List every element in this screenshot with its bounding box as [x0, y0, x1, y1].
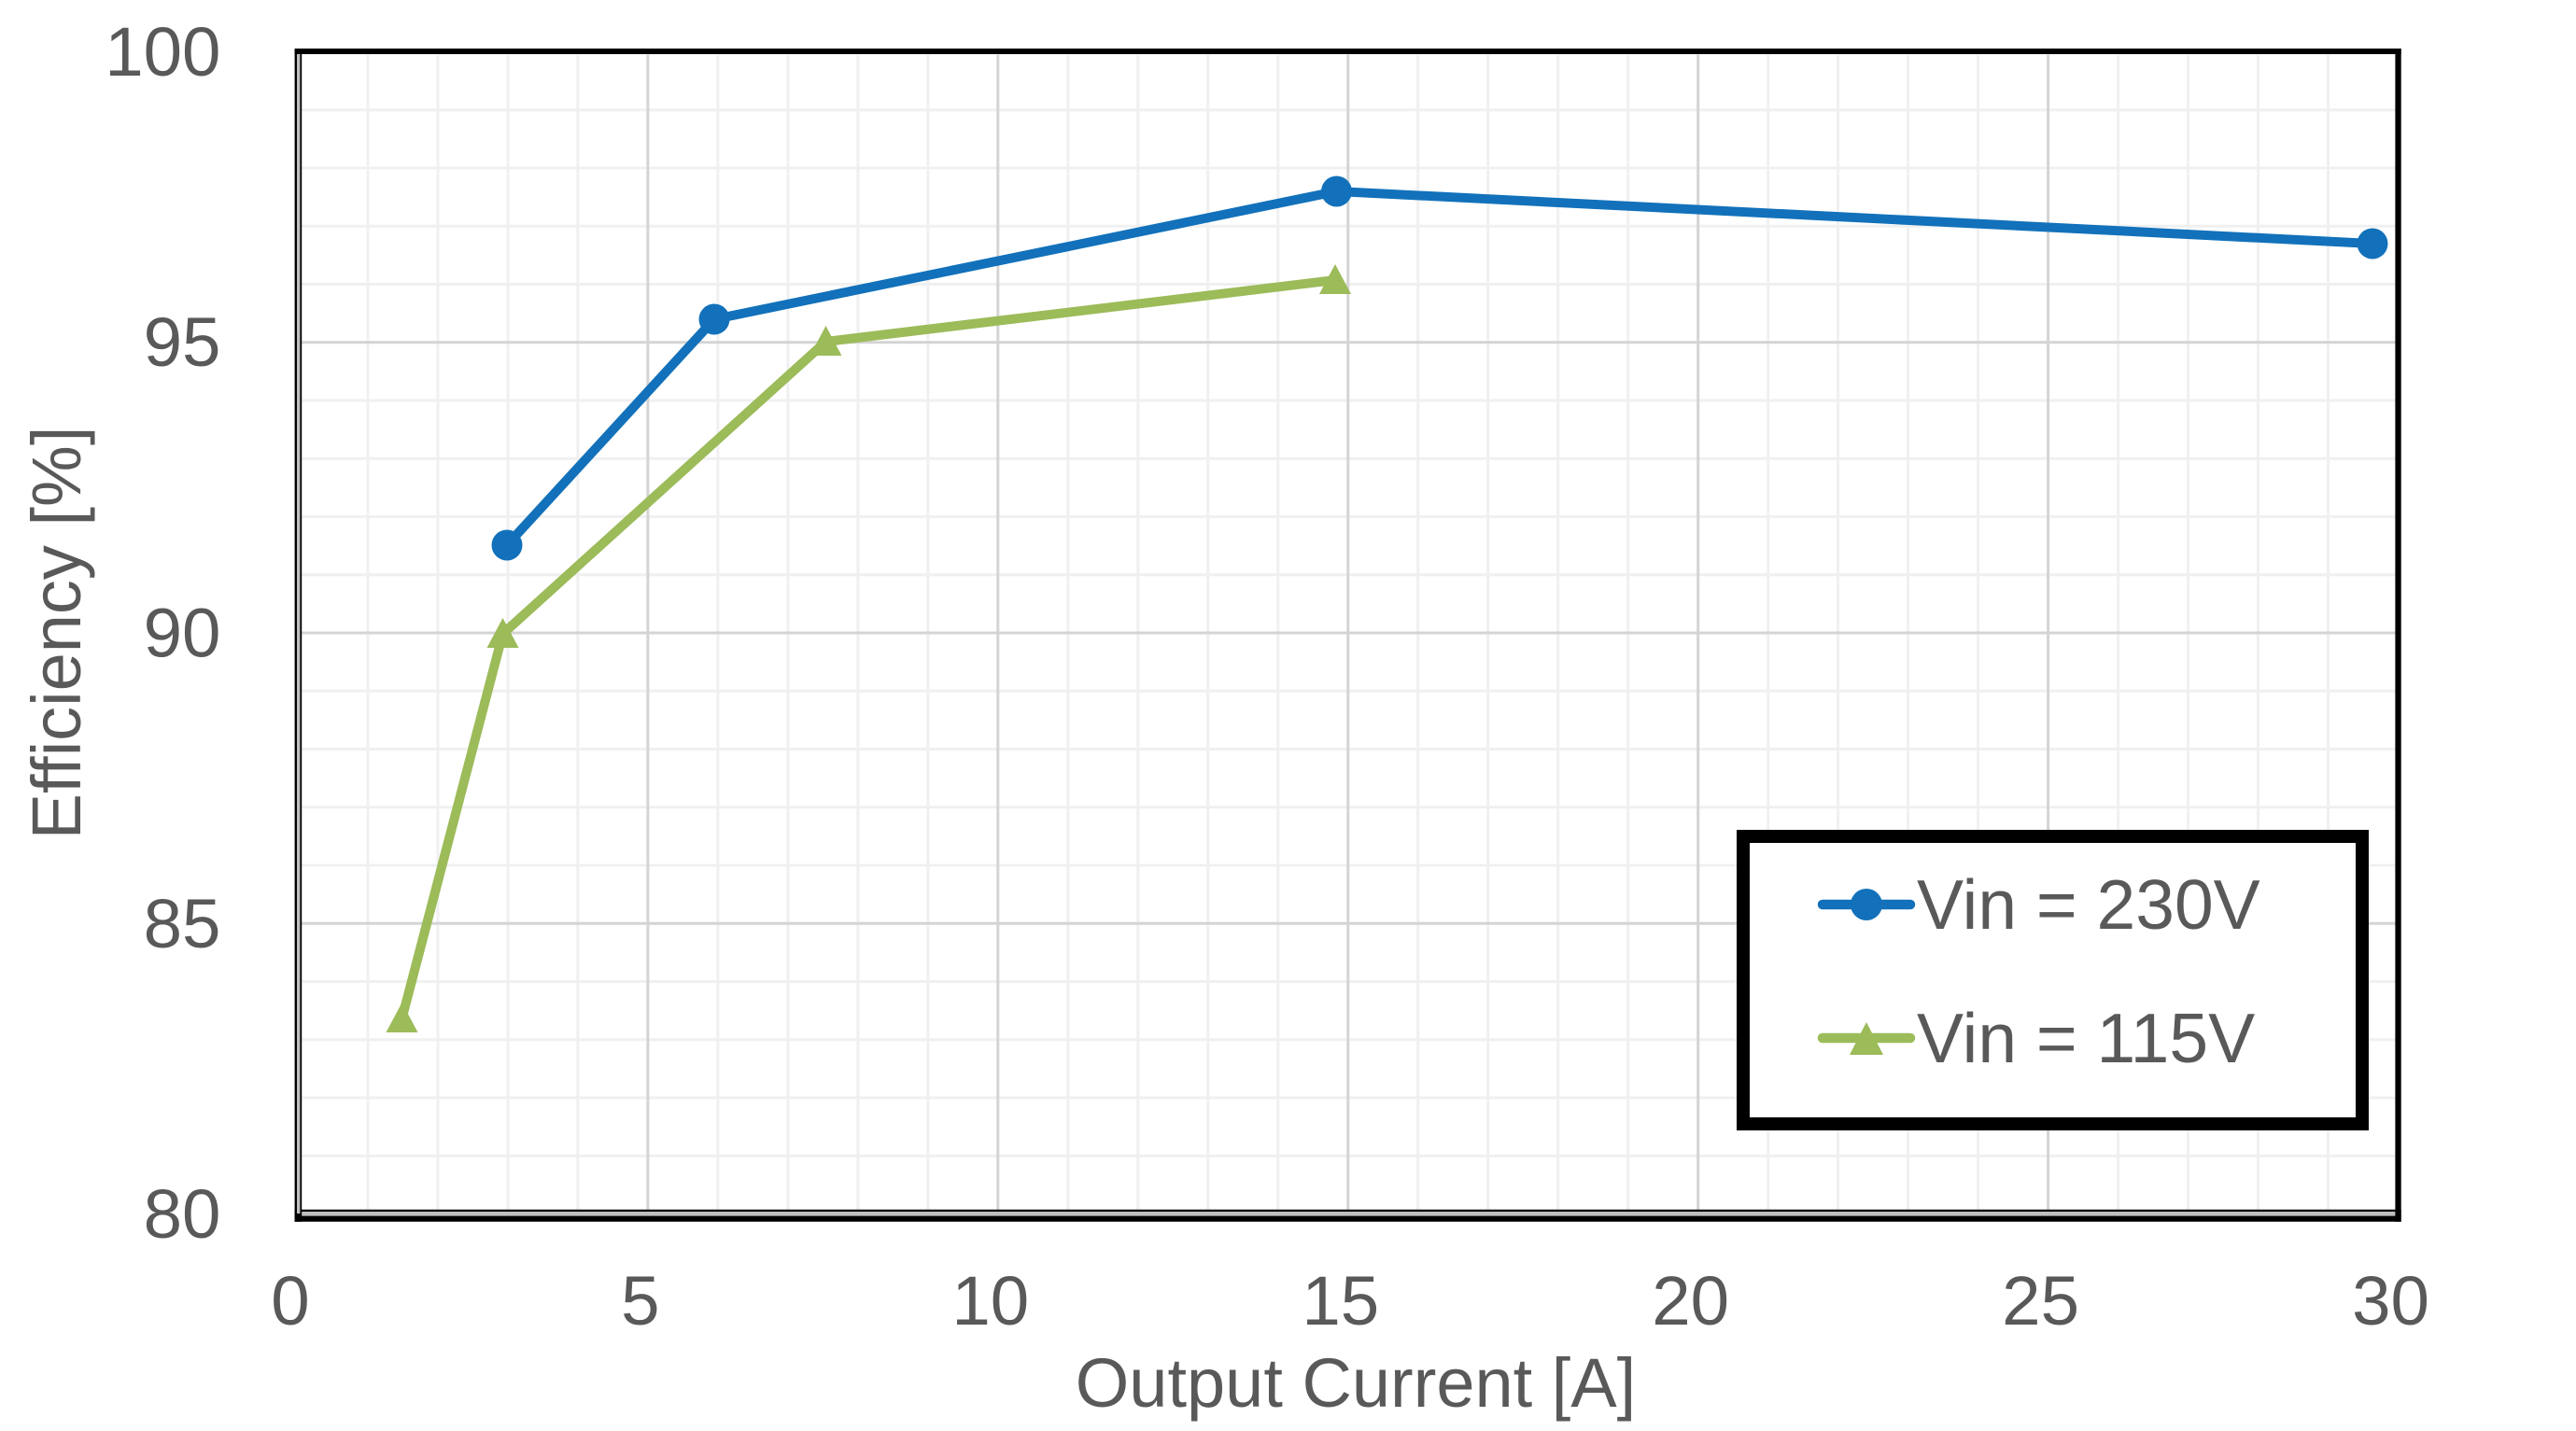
svg-text:5: 5	[621, 1262, 659, 1340]
svg-text:25: 25	[2002, 1262, 2079, 1340]
svg-text:80: 80	[144, 1175, 221, 1253]
svg-text:Vin = 230V: Vin = 230V	[1917, 865, 2260, 944]
svg-text:100: 100	[105, 13, 220, 91]
svg-text:0: 0	[271, 1262, 309, 1340]
svg-text:20: 20	[1652, 1262, 1729, 1340]
svg-text:15: 15	[1302, 1262, 1379, 1340]
svg-text:Efficiency [%]: Efficiency [%]	[18, 427, 95, 840]
svg-text:95: 95	[144, 303, 221, 381]
svg-text:Output Current [A]: Output Current [A]	[1076, 1344, 1637, 1422]
svg-text:30: 30	[2352, 1262, 2429, 1340]
svg-text:10: 10	[951, 1262, 1029, 1340]
svg-text:90: 90	[144, 595, 221, 672]
svg-text:Vin = 115V: Vin = 115V	[1917, 999, 2255, 1077]
svg-text:85: 85	[144, 885, 221, 962]
